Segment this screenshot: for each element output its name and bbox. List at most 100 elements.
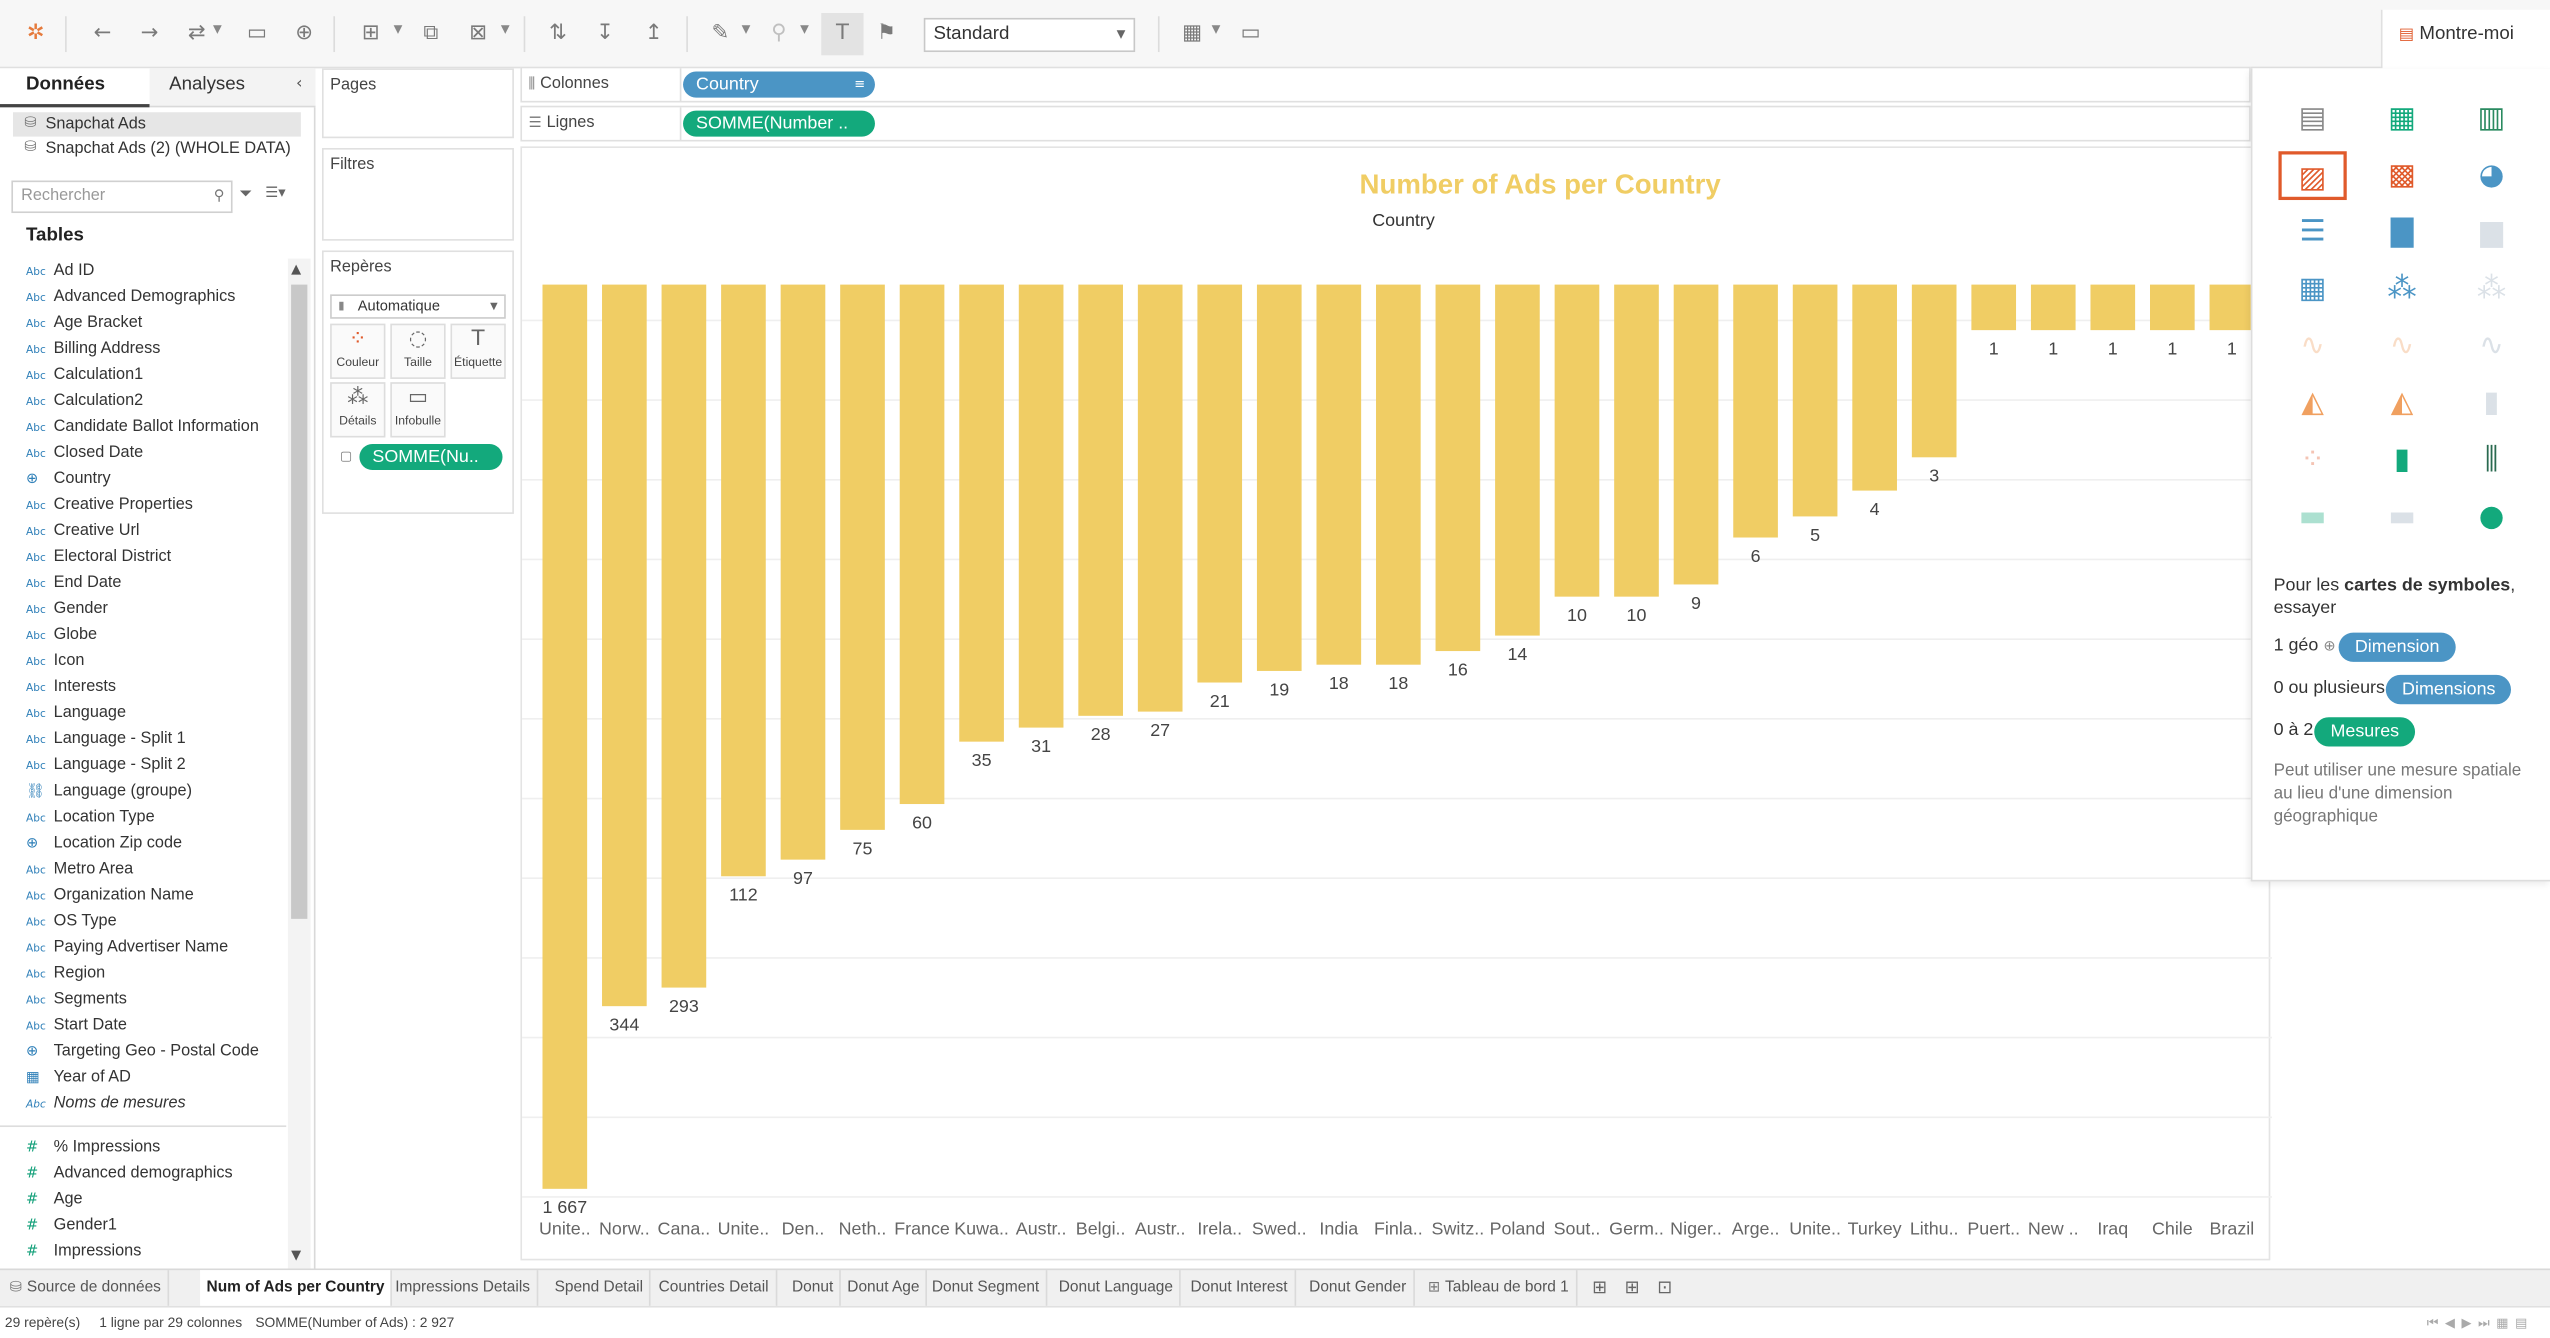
field-item[interactable]: ⊕ Country <box>23 467 111 493</box>
pin-axes-icon[interactable]: ⚑ <box>876 21 896 46</box>
field-item[interactable]: ⊕ Targeting Geo - Postal Code <box>23 1039 259 1065</box>
histogram-icon[interactable]: ▮ <box>2393 442 2411 477</box>
new-datasource-icon[interactable]: ⊕ <box>295 21 313 46</box>
field-item[interactable]: Abc Icon <box>23 649 84 675</box>
sheet-tab[interactable]: Donut <box>786 1270 842 1306</box>
field-item[interactable]: Abc Advanced Demographics <box>23 285 235 311</box>
sheet-tab[interactable]: Donut Interest <box>1184 1270 1296 1306</box>
columns-dimension-pill[interactable]: Country ≡ <box>683 71 875 98</box>
tab-data-source[interactable]: ⛁ Source de données <box>3 1270 170 1306</box>
field-item[interactable]: Abc Gender <box>23 597 108 623</box>
field-item[interactable]: Abc Language - Split 1 <box>23 727 186 753</box>
chart-view[interactable]: Number of Ads per Country Country 1 667 Uni… <box>520 146 2272 1261</box>
dual-combination-icon[interactable]: ▮ <box>2483 385 2500 420</box>
sheet-tab[interactable]: Donut Age <box>841 1270 928 1306</box>
text-table-icon[interactable]: ▤ <box>2298 100 2327 135</box>
rows-measure-pill[interactable]: SOMME(Number .. <box>683 110 875 137</box>
filter-icon[interactable]: ⏷ <box>239 185 253 204</box>
filled-map-icon[interactable]: ▩ <box>2388 157 2416 192</box>
field-item[interactable]: ⛓ Language (groupe) <box>23 779 192 805</box>
rows-shelf[interactable]: ☰ Lignes SOMME(Number .. <box>520 105 2251 142</box>
field-item[interactable]: Abc Age Bracket <box>23 311 142 337</box>
tab-data[interactable]: Données <box>0 68 150 108</box>
collapse-pane-icon[interactable]: ‹ <box>295 74 303 93</box>
tableau-logo-icon[interactable]: ✲ <box>26 21 45 46</box>
heat-map-icon[interactable]: ▦ <box>2388 100 2416 135</box>
field-item[interactable]: Abc Candidate Ballot Information <box>23 415 259 441</box>
side-by-side-bars-icon[interactable]: ▆ <box>2480 214 2503 249</box>
datasource-item[interactable]: ⛁ Snapchat Ads <box>13 112 301 137</box>
side-by-side-circles-icon[interactable]: ⁂ <box>2476 271 2507 306</box>
fit-select[interactable]: Standard ▼ <box>923 17 1136 53</box>
area-discrete-icon[interactable]: ◭ <box>2390 385 2414 420</box>
field-item[interactable]: ▦ Year of AD <box>23 1065 131 1091</box>
tab-analysis[interactable]: Analyses <box>149 68 316 108</box>
show-me-tab[interactable]: ▤ Montre-moi <box>2380 9 2550 69</box>
sheet-tab[interactable]: Num of Ads per Country <box>200 1270 393 1306</box>
field-item[interactable]: ⊕ Location Zip code <box>23 831 182 857</box>
field-item[interactable]: Abc Language <box>23 701 126 727</box>
lines-discrete-icon[interactable]: ∿ <box>2389 328 2415 363</box>
chevron-down-icon[interactable]: ▼ <box>741 22 751 36</box>
sheet-nav-arrows-icon[interactable]: ⏮◀▶⏭▦▤ <box>2426 1315 2534 1331</box>
field-item[interactable]: Abc Paying Advertiser Name <box>23 935 228 961</box>
gantt-chart-icon[interactable]: ▬ <box>2298 499 2327 534</box>
sheet-tab[interactable]: ⊞ Tableau de bord 1 <box>1421 1270 1577 1306</box>
sort-descending-icon[interactable]: ↥ <box>644 21 663 46</box>
tooltip-button[interactable]: ▭ Infobulle <box>390 382 446 438</box>
bullet-graph-icon[interactable]: ▬ <box>2388 499 2416 534</box>
circle-views-icon[interactable]: ⁂ <box>2387 271 2417 306</box>
search-input[interactable]: Rechercher ⚲ <box>11 180 233 214</box>
sort-ascending-icon[interactable]: ↧ <box>596 21 614 46</box>
treemap-icon[interactable]: ▦ <box>2298 271 2327 306</box>
group-members-icon[interactable]: ⚲ <box>771 21 787 46</box>
mark-type-select[interactable]: ▮ Automatique ▼ <box>330 294 506 319</box>
duplicate-sheet-icon[interactable]: ⧉ <box>423 21 439 46</box>
size-button[interactable]: ◌ Taille <box>390 323 446 379</box>
stacked-bars-icon[interactable]: ▇ <box>2390 214 2414 249</box>
show-mark-labels-icon[interactable]: T <box>835 21 849 46</box>
field-item[interactable]: Abc Metro Area <box>23 857 133 883</box>
field-item[interactable]: # Advanced demographics <box>23 1161 233 1187</box>
packed-bubbles-icon[interactable]: ● <box>2478 499 2505 534</box>
swap-rows-columns-icon[interactable]: ⇅ <box>548 21 567 46</box>
sheet-tab[interactable]: Impressions Details <box>389 1270 539 1306</box>
field-item[interactable]: Abc Region <box>23 961 105 987</box>
field-item[interactable]: # % Impressions <box>23 1135 160 1161</box>
sheet-tab[interactable]: Donut Language <box>1052 1270 1182 1306</box>
field-item[interactable]: Abc Ad ID <box>23 259 95 285</box>
pie-chart-icon[interactable]: ◕ <box>2478 157 2505 192</box>
box-whisker-icon[interactable]: ⫼ <box>2484 442 2499 477</box>
chevron-down-icon[interactable]: ▼ <box>213 22 222 36</box>
columns-shelf[interactable]: ⫼ Colonnes Country ≡ <box>520 66 2251 103</box>
field-item[interactable]: Abc OS Type <box>23 909 117 935</box>
sheet-tab[interactable]: Donut Segment <box>925 1270 1048 1306</box>
field-item[interactable]: Abc Interests <box>23 675 116 701</box>
presentation-mode-icon[interactable]: ▭ <box>1240 21 1261 46</box>
chevron-down-icon[interactable]: ▼ <box>393 22 403 36</box>
chevron-down-icon[interactable]: ▼ <box>800 22 809 36</box>
sheet-tab[interactable]: Countries Detail <box>652 1270 777 1306</box>
scroll-down-icon[interactable]: ▼ <box>291 1247 302 1263</box>
field-item[interactable]: Abc Globe <box>23 623 97 649</box>
field-item[interactable]: # Gender1 <box>23 1213 117 1239</box>
scroll-up-icon[interactable]: ▲ <box>291 261 302 277</box>
detail-button[interactable]: ⁂ Détails <box>330 382 386 438</box>
redo-icon[interactable]: → <box>140 21 159 46</box>
field-item[interactable]: Abc Location Type <box>23 805 155 831</box>
scatter-plot-icon[interactable]: ⁘ <box>2300 442 2325 477</box>
label-button[interactable]: T Étiquette <box>450 323 506 379</box>
field-item[interactable]: Abc End Date <box>23 571 122 597</box>
field-item[interactable]: Abc Calculation1 <box>23 363 143 389</box>
clear-sheet-icon[interactable]: ⊠ <box>469 21 488 46</box>
lines-continuous-icon[interactable]: ∿ <box>2300 328 2325 363</box>
field-item[interactable]: Abc Creative Url <box>23 519 140 545</box>
sheet-tab[interactable]: Donut Gender <box>1303 1270 1415 1306</box>
highlight-table-icon[interactable]: ▥ <box>2477 100 2506 135</box>
field-item[interactable]: Abc Organization Name <box>23 883 194 909</box>
field-item[interactable]: Abc Calculation2 <box>23 389 143 415</box>
field-item[interactable]: Abc Language - Split 2 <box>23 753 186 779</box>
new-dashboard-icon[interactable]: ⊞ <box>1624 1276 1640 1298</box>
field-item[interactable]: Abc Closed Date <box>23 441 143 467</box>
color-button[interactable]: ⁘ Couleur <box>330 323 386 379</box>
